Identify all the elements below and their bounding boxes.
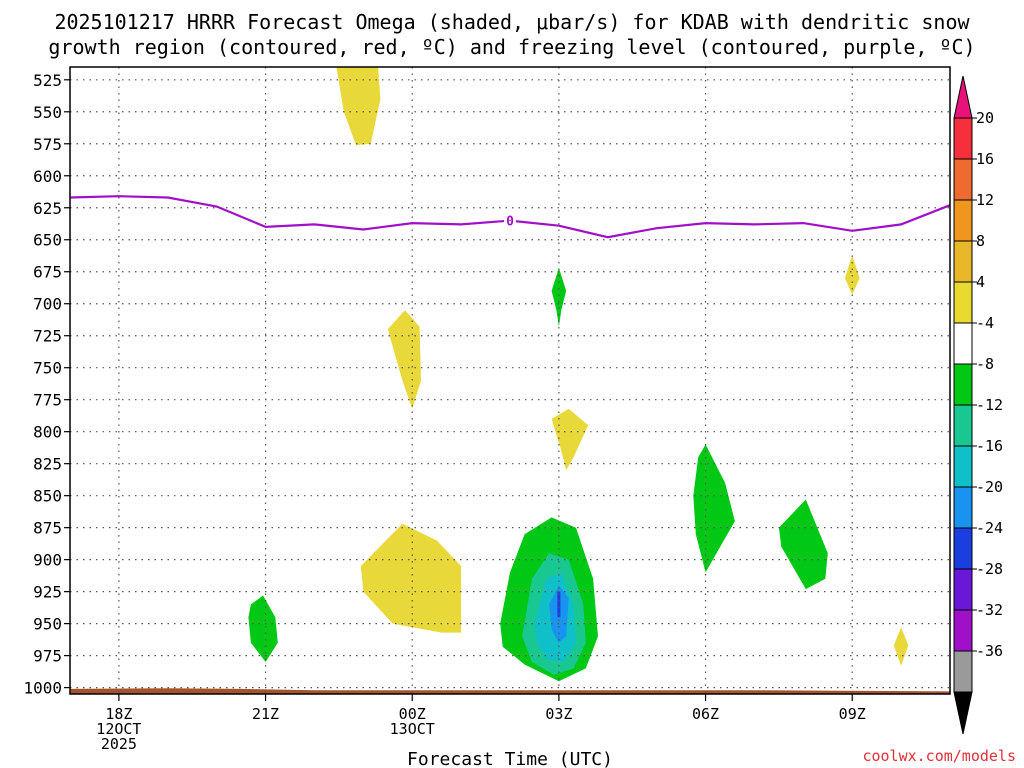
- colorbar-label-4: 4: [976, 273, 985, 291]
- colorbar-band-4: [953, 281, 973, 324]
- x-tick-label-12OCT: 12OCT: [96, 720, 141, 738]
- y-axis: 525 550 575 600 625 650 675 700 725 750 775 800 825 8…: [23, 71, 70, 698]
- x-tick-label-18Z: 18Z: [105, 705, 132, 723]
- y-tick-label-600: 600: [33, 167, 62, 186]
- x-tick-label-03Z: 03Z: [545, 705, 572, 723]
- omega-region-4: [360, 523, 462, 633]
- y-tick-label-625: 625: [33, 199, 62, 218]
- omega-shading-layer: [248, 67, 909, 682]
- x-tick-label-00Z: 00Z: [399, 705, 426, 723]
- y-tick-label-950: 950: [33, 615, 62, 634]
- omega-region-1: [387, 310, 421, 409]
- colorbar: 20 16 12 8 4 -4 -8 -12 -16 -20 -24 -28 -32 -36: [953, 75, 1003, 735]
- colorbar-label-12: 12: [976, 191, 994, 209]
- colorbar-label-8: 8: [976, 232, 985, 250]
- omega-region-14: [557, 591, 561, 618]
- x-axis-label: Forecast Time (UTC): [407, 749, 613, 768]
- y-tick-label-725: 725: [33, 327, 62, 346]
- colorbar-band-13: [953, 650, 973, 693]
- y-tick-label-675: 675: [33, 263, 62, 282]
- terrain-layer: [70, 688, 950, 694]
- colorbar-band-10: [953, 527, 973, 570]
- colorbar-band-6: [953, 363, 973, 406]
- gridlines: [70, 67, 950, 694]
- y-tick-label-875: 875: [33, 519, 62, 538]
- y-tick-label-975: 975: [33, 647, 62, 666]
- x-tick-label-2025: 2025: [101, 735, 137, 753]
- omega-region-8: [778, 499, 828, 590]
- x-tick-label-13OCT: 13OCT: [390, 720, 435, 738]
- freezing-level-label: 0: [506, 215, 514, 230]
- x-tick-label-06Z: 06Z: [692, 705, 719, 723]
- y-tick-label-775: 775: [33, 391, 62, 410]
- colorbar-band-2: [953, 199, 973, 242]
- freezing-level-contour: 0: [69, 195, 951, 239]
- colorbar-band-7: [953, 404, 973, 447]
- omega-region-2: [844, 255, 860, 295]
- y-tick-label-850: 850: [33, 487, 62, 506]
- colorbar-label-20: 20: [976, 109, 994, 127]
- freezing-label-bg: [504, 213, 516, 228]
- colorbar-label--8: -8: [976, 355, 994, 373]
- colorbar-band-11: [953, 568, 973, 611]
- y-tick-label-650: 650: [33, 231, 62, 250]
- omega-region-7: [693, 444, 735, 573]
- colorbar-band-0: [953, 117, 973, 160]
- colorbar-band-1: [953, 158, 973, 201]
- omega-region-5: [893, 627, 909, 666]
- omega-region-9: [248, 595, 278, 662]
- y-tick-label-1000: 1000: [23, 679, 62, 698]
- colorbar-band-12: [953, 609, 973, 652]
- colorbar-band-9: [953, 486, 973, 529]
- omega-region-6: [551, 267, 567, 327]
- y-tick-label-700: 700: [33, 295, 62, 314]
- x-tick-label-09Z: 09Z: [839, 705, 866, 723]
- colorbar-label--36: -36: [976, 642, 1003, 660]
- credit-text: coolwx.com/models: [862, 747, 1016, 765]
- colorbar-band-8: [953, 445, 973, 488]
- y-tick-label-750: 750: [33, 359, 62, 378]
- y-tick-label-800: 800: [33, 423, 62, 442]
- colorbar-top-arrow: [953, 75, 973, 119]
- chart-title-line1: 2025101217 HRRR Forecast Omega (shaded, …: [54, 10, 970, 34]
- y-tick-label-925: 925: [33, 583, 62, 602]
- x-tick-label-21Z: 21Z: [252, 705, 279, 723]
- colorbar-label--4: -4: [976, 314, 994, 332]
- omega-region-3: [551, 408, 589, 471]
- y-tick-label-825: 825: [33, 455, 62, 474]
- y-tick-label-575: 575: [33, 135, 62, 154]
- terrain-fill: [70, 688, 950, 694]
- chart-title-line2: growth region (contoured, red, ºC) and f…: [48, 35, 975, 59]
- colorbar-bottom-arrow: [953, 691, 973, 735]
- omega-region-0: [336, 67, 381, 146]
- colorbar-band-3: [953, 240, 973, 283]
- y-tick-label-525: 525: [33, 71, 62, 90]
- y-tick-label-900: 900: [33, 551, 62, 570]
- colorbar-label--20: -20: [976, 478, 1003, 496]
- colorbar-label-16: 16: [976, 150, 994, 168]
- colorbar-label--16: -16: [976, 437, 1003, 455]
- colorbar-label--24: -24: [976, 519, 1003, 537]
- colorbar-band-5: [953, 322, 973, 365]
- y-tick-label-550: 550: [33, 103, 62, 122]
- plot-frame: [69, 66, 951, 695]
- colorbar-label--32: -32: [976, 601, 1003, 619]
- colorbar-label--28: -28: [976, 560, 1003, 578]
- colorbar-label--12: -12: [976, 396, 1003, 414]
